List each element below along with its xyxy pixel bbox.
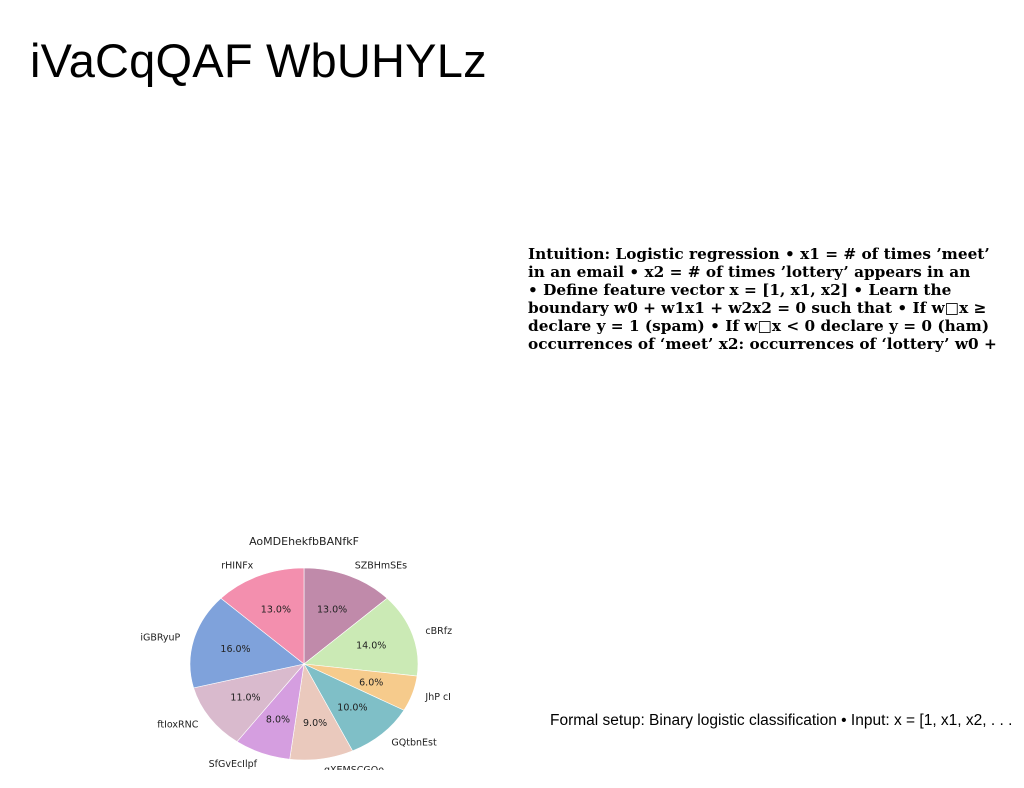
footer-text: Formal setup: Binary logistic classifica…: [550, 712, 1013, 729]
pie-category-label: ftIoxRNC: [157, 719, 199, 730]
pie-category-label: GQtbnEst: [391, 737, 437, 748]
pie-percent-label: 11.0%: [230, 693, 260, 704]
pie-chart: AoMDEhekfbBANfkF 13.0% SZBHmSEs 14.0% cBRfz…: [140, 535, 452, 770]
pie-percent-label: 8.0%: [266, 714, 290, 725]
pie-labels: 13.0% SZBHmSEs 14.0% cBRfz 6.0% JhP cI 10.0% GQ…: [140, 560, 452, 770]
body-line: in an email • x2 = # of times ’lottery’ …: [528, 263, 971, 281]
body-line: boundary w0 + w1x1 + w2x2 = 0 such that …: [528, 299, 987, 317]
pie-slices: [189, 567, 419, 761]
pie-category-label: cBRfz: [425, 626, 452, 637]
pie-percent-label: 6.0%: [359, 677, 383, 688]
pie-percent-label: 13.0%: [261, 604, 291, 615]
pie-category-label: rHINFx: [221, 560, 253, 571]
pie-percent-label: 16.0%: [220, 644, 250, 655]
pie-slice: [303, 663, 405, 752]
body-line: Intuition: Logistic regression • x1 = # …: [528, 245, 990, 263]
pie-percent-label: 13.0%: [317, 604, 347, 615]
body-text: Intuition: Logistic regression • x1 = # …: [528, 245, 1024, 353]
pie-percent-label: 9.0%: [303, 718, 327, 729]
body-line: • Define feature vector x = [1, x1, x2] …: [528, 281, 952, 299]
pie-slice: [220, 567, 305, 665]
pie-slice: [303, 597, 419, 677]
body-line: occurrences of ‘meet’ x2: occurrences of…: [528, 335, 997, 353]
pie-percent-label: 10.0%: [337, 702, 367, 713]
pie-category-label: qXEMSCGQo: [324, 765, 384, 770]
body-line: declare y = 1 (spam) • If w□x < 0 declar…: [528, 317, 990, 335]
pie-category-label: SfGvEcIlpf: [209, 759, 258, 770]
chart-title: AoMDEhekfbBANfkF: [249, 535, 359, 548]
pie-category-label: JhP cI: [424, 692, 451, 703]
pie-slice: [193, 663, 305, 743]
slide-title: iVaCqQAF WbUHYLz: [30, 34, 487, 87]
pie-slice: [189, 597, 305, 689]
pie-category-label: SZBHmSEs: [355, 560, 407, 571]
pie-percent-label: 14.0%: [356, 641, 386, 652]
pie-category-label: iGBRyuP: [140, 632, 180, 643]
pie-slice: [303, 567, 388, 665]
